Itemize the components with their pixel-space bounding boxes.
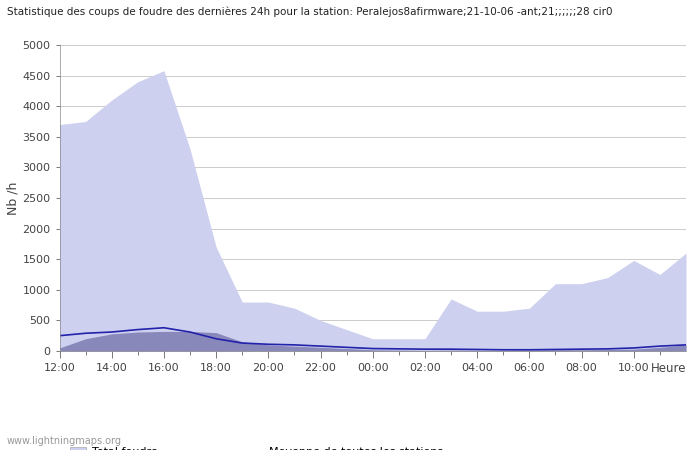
Text: www.lightningmaps.org: www.lightningmaps.org <box>7 436 122 446</box>
Text: Statistique des coups de foudre des dernières 24h pour la station: Peralejos8afi: Statistique des coups de foudre des dern… <box>7 7 612 17</box>
Text: Heure: Heure <box>650 362 686 375</box>
Y-axis label: Nb /h: Nb /h <box>6 181 20 215</box>
